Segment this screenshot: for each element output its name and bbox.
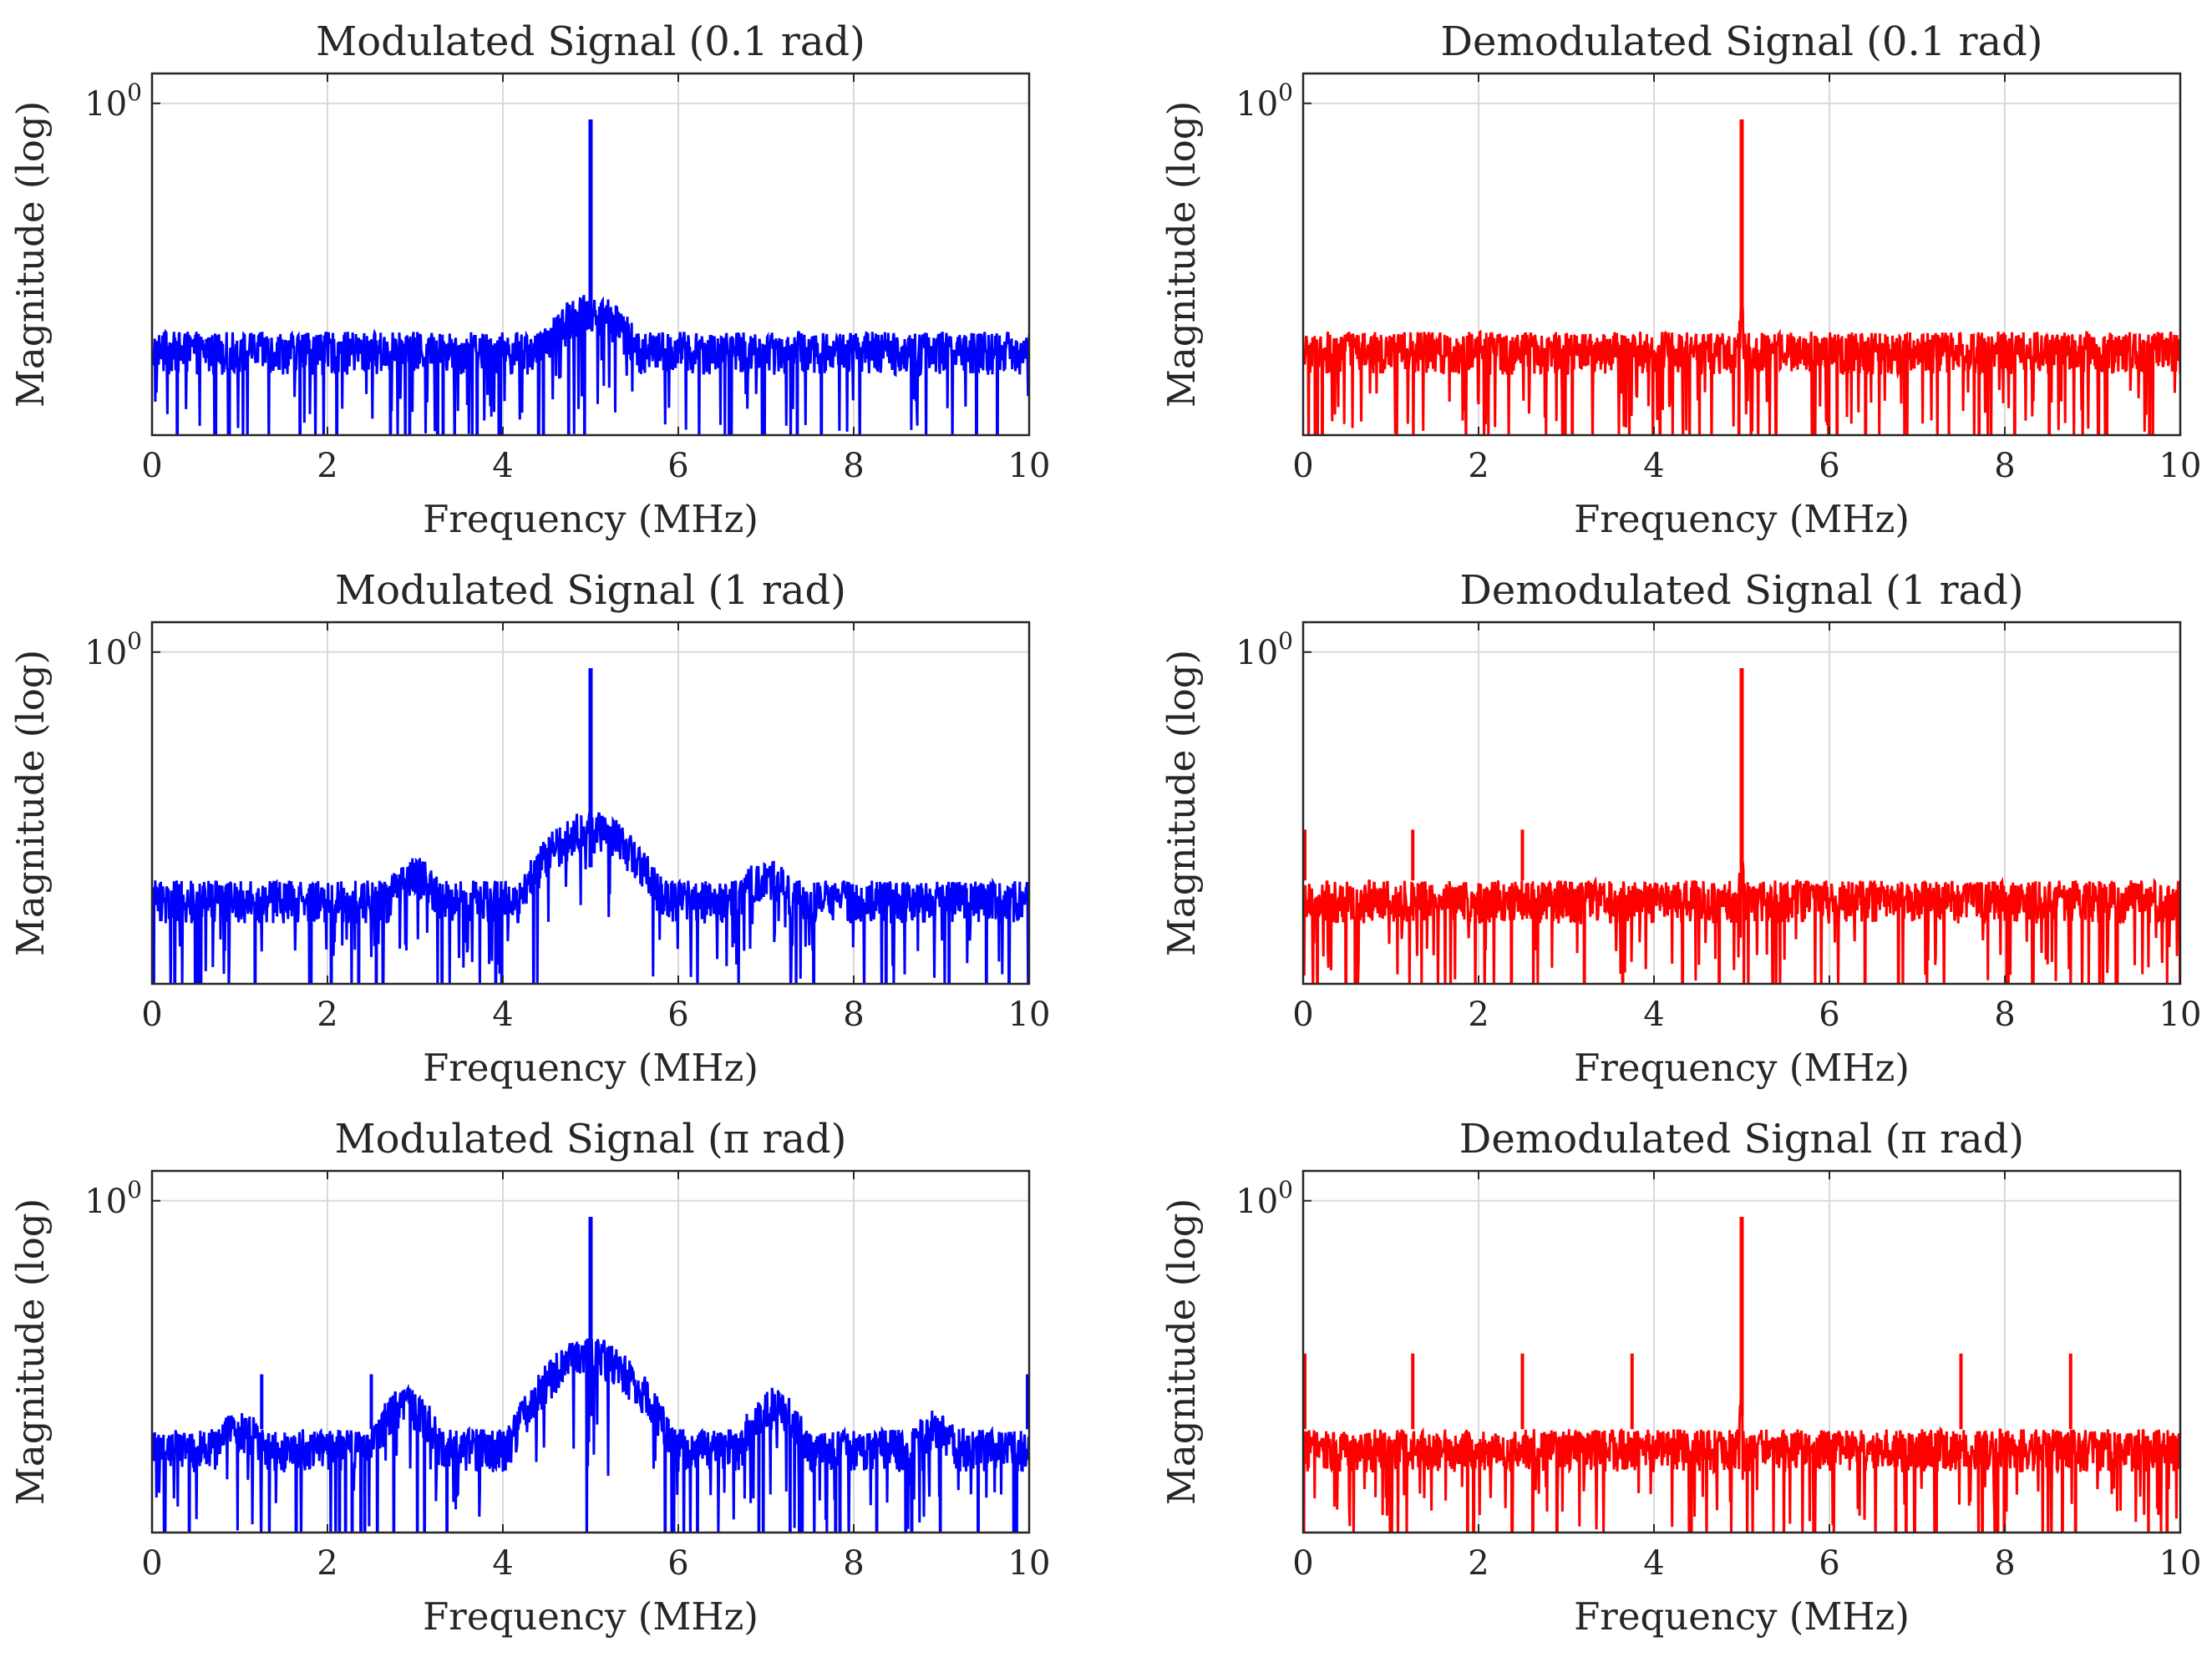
x-tick-label: 6: [667, 996, 688, 1034]
x-tick-label: 0: [1292, 1544, 1313, 1583]
chart-title: Modulated Signal (0.1 rad): [316, 18, 865, 65]
x-tick-label: 0: [141, 447, 162, 485]
y-axis-label: Magnitude (log): [8, 1198, 53, 1505]
x-axis-label: Frequency (MHz): [1574, 1046, 1910, 1090]
chart-title: Demodulated Signal (π rad): [1459, 1116, 2024, 1163]
x-axis-label: Frequency (MHz): [1574, 1594, 1910, 1639]
y-axis-label: Magnitude (log): [8, 650, 53, 956]
x-tick-label: 2: [1468, 1544, 1489, 1583]
chart-title: Demodulated Signal (0.1 rad): [1440, 18, 2042, 65]
y-tick-label: 100: [1235, 627, 1293, 672]
x-tick-label: 4: [1643, 1544, 1664, 1583]
chart-demod-pi: Demodulated Signal (π rad) 0 2 4 6 8 10 100 Freq…: [1159, 1116, 2202, 1639]
axes-box: [1301, 72, 2182, 437]
x-tick-label: 10: [1008, 996, 1051, 1034]
x-tick-label: 6: [1819, 996, 1839, 1034]
y-axis-label: Magnitude (log): [8, 101, 53, 408]
x-axis-label: Frequency (MHz): [423, 1594, 758, 1639]
x-tick-label: 10: [2159, 447, 2202, 485]
x-tick-label: 8: [843, 447, 864, 485]
y-tick-label: 100: [84, 79, 142, 124]
x-tick-label: 4: [1643, 996, 1664, 1034]
axes-box: [150, 621, 1031, 986]
x-tick-label: 0: [141, 996, 162, 1034]
x-axis-label: Frequency (MHz): [423, 1046, 758, 1090]
x-tick-label: 4: [1643, 447, 1664, 485]
y-tick-label: 100: [84, 1176, 142, 1221]
x-axis-label: Frequency (MHz): [1574, 497, 1910, 541]
chart-demod-0p1: Demodulated Signal (0.1 rad) 0 2 4 6 8 10 100 Fr…: [1159, 18, 2202, 541]
axes-box: [150, 1169, 1031, 1534]
chart-title: Modulated Signal (1 rad): [335, 567, 846, 614]
y-tick-label: 100: [1235, 1176, 1293, 1221]
x-tick-label: 4: [492, 996, 513, 1034]
x-tick-label: 2: [317, 996, 337, 1034]
chart-demod-1: Demodulated Signal (1 rad) 0 2 4 6 8 10 100 Freq…: [1159, 567, 2202, 1090]
chart-mod-0p1: Modulated Signal (0.1 rad) 0 2 4 6 8 10 100 Freq…: [8, 18, 1051, 541]
x-tick-label: 6: [1819, 447, 1839, 485]
x-tick-label: 10: [2159, 996, 2202, 1034]
x-tick-label: 8: [1994, 996, 2015, 1034]
x-tick-label: 0: [1292, 996, 1313, 1034]
chart-title: Demodulated Signal (1 rad): [1459, 567, 2023, 614]
y-axis-label: Magnitude (log): [1159, 650, 1204, 956]
x-tick-label: 10: [1008, 1544, 1051, 1583]
x-tick-label: 0: [141, 1544, 162, 1583]
x-tick-label: 8: [843, 996, 864, 1034]
chart-mod-1: Modulated Signal (1 rad) 0 2 4 6 8 10 100 Freque…: [8, 567, 1051, 1090]
x-tick-label: 10: [1008, 447, 1051, 485]
x-tick-label: 4: [492, 447, 513, 485]
y-tick-label: 100: [1235, 79, 1293, 124]
chart-mod-pi: Modulated Signal (π rad) 0 2 4 6 8 10 100 Freque…: [8, 1116, 1051, 1639]
x-tick-label: 6: [667, 1544, 688, 1583]
x-tick-label: 4: [492, 1544, 513, 1583]
x-tick-label: 6: [1819, 1544, 1839, 1583]
x-tick-label: 2: [317, 447, 337, 485]
y-axis-label: Magnitude (log): [1159, 1198, 1204, 1505]
y-axis-label: Magnitude (log): [1159, 101, 1204, 408]
x-tick-label: 0: [1292, 447, 1313, 485]
x-tick-label: 6: [667, 447, 688, 485]
x-tick-label: 2: [1468, 447, 1489, 485]
x-axis-label: Frequency (MHz): [423, 497, 758, 541]
axes-box: [1301, 1169, 2182, 1534]
chart-title: Modulated Signal (π rad): [335, 1116, 847, 1163]
axes-box: [1301, 621, 2182, 986]
x-tick-label: 2: [1468, 996, 1489, 1034]
x-tick-label: 8: [1994, 447, 2015, 485]
x-tick-label: 8: [843, 1544, 864, 1583]
x-tick-label: 8: [1994, 1544, 2015, 1583]
y-tick-label: 100: [84, 627, 142, 672]
x-tick-label: 10: [2159, 1544, 2202, 1583]
axes-box: [150, 72, 1031, 437]
x-tick-label: 2: [317, 1544, 337, 1583]
